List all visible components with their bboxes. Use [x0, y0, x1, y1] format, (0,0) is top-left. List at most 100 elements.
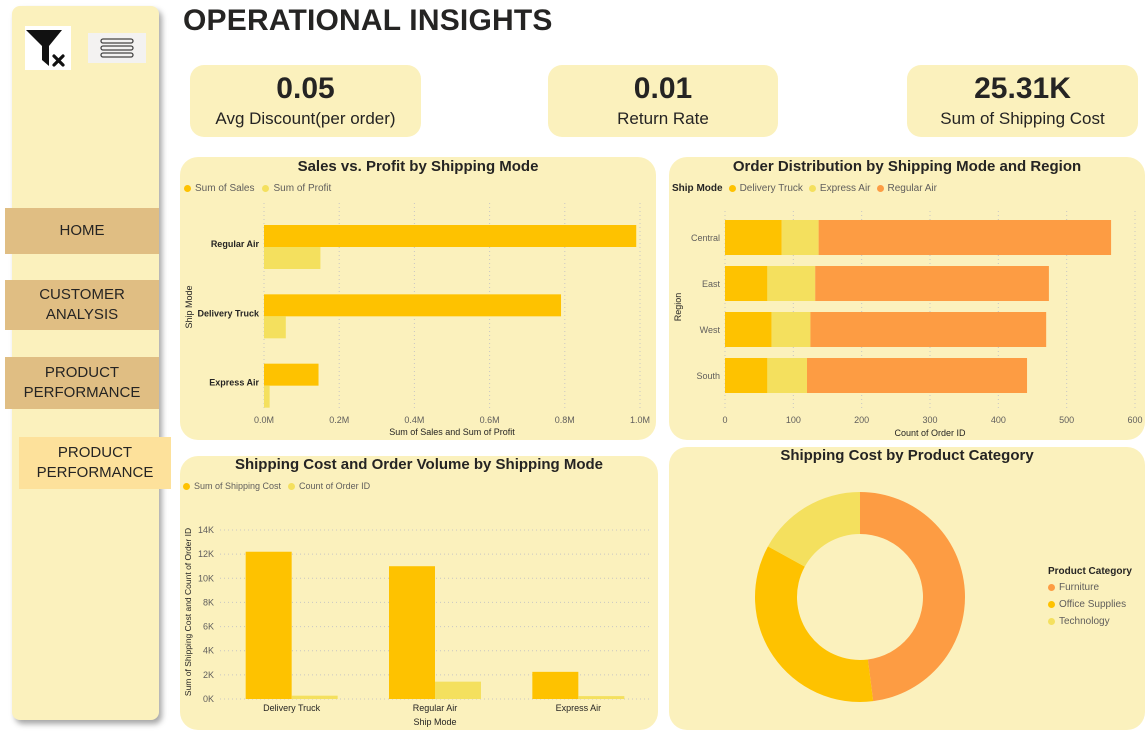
filter-clear-icon[interactable] [25, 26, 71, 70]
legend-item: Furniture [1048, 582, 1132, 593]
x-tick-label: 0 [722, 415, 727, 425]
legend-label: Furniture [1059, 582, 1100, 593]
x-tick-label: 200 [854, 415, 869, 425]
kpi-value: 0.01 [633, 72, 693, 105]
y-tick-label: West [700, 325, 721, 335]
chart-legend: Ship Mode Delivery Truck Express Air Reg… [672, 183, 937, 194]
bar-regular-air [815, 266, 1049, 301]
chart-title: Shipping Cost by Product Category [780, 447, 1034, 464]
bar-regular-air [810, 312, 1047, 347]
y-tick-label: Delivery Truck [197, 308, 260, 318]
x-axis-label: Ship Mode [413, 717, 456, 727]
x-tick-label: Delivery Truck [263, 703, 321, 713]
x-tick-label: Express Air [556, 703, 602, 713]
bar-regular-air [807, 358, 1028, 393]
donut-legend: Product Category Furniture Office Suppli… [1048, 566, 1132, 627]
y-tick-label: 10K [198, 573, 214, 583]
legend-swatch [184, 185, 191, 192]
nav-customer-analysis-button[interactable]: CUSTOMER ANALYSIS [5, 280, 159, 330]
kpi-value: 25.31K [974, 72, 1071, 105]
x-tick-label: 100 [786, 415, 801, 425]
legend-item: Office Supplies [1048, 599, 1132, 610]
donut-slice-office-supplies [755, 546, 874, 702]
legend-swatch [262, 185, 270, 192]
y-tick-label: 0K [203, 694, 214, 704]
chart-title: Shipping Cost and Order Volume by Shippi… [234, 456, 604, 473]
legend-item: Express Air [819, 183, 871, 194]
x-axis-label: Sum of Sales and Sum of Profit [389, 427, 515, 437]
y-tick-label: 12K [198, 549, 214, 559]
x-tick-label: 0.8M [555, 415, 575, 425]
legend-item: Sum of Sales [195, 183, 255, 194]
shipping-cost-category-chart-card: Shipping Cost by Product Category Produc… [669, 447, 1145, 730]
legend-item: Delivery Truck [739, 183, 803, 194]
donut-slice-furniture [860, 492, 966, 702]
bar-count-of-order-id [435, 681, 481, 699]
bar-sum-of-shipping-cost [532, 671, 579, 699]
x-tick-label: 500 [1059, 415, 1074, 425]
bar-sum-of-profit [264, 385, 270, 408]
bar-sum-of-sales [264, 294, 562, 317]
y-tick-label: East [702, 279, 721, 289]
legend-item: Sum of Profit [273, 183, 332, 194]
kpi-label: Return Rate [617, 109, 709, 128]
legend-swatch [876, 185, 884, 192]
legend-swatch [1048, 618, 1055, 625]
x-tick-label: 0.6M [480, 415, 500, 425]
kpi-shipping-cost: 25.31K Sum of Shipping Cost [907, 65, 1138, 137]
bar-sum-of-profit [264, 316, 286, 339]
kpi-label: Avg Discount(per order) [215, 109, 396, 128]
y-tick-label: Regular Air [211, 239, 260, 249]
shipping-cost-volume-chart-card: Shipping Cost and Order Volume by Shippi… [180, 456, 658, 730]
bar-regular-air [818, 220, 1112, 255]
legend-label: Office Supplies [1059, 599, 1127, 610]
legend-item: Technology [1048, 616, 1132, 627]
hamburger-menu-icon[interactable] [88, 33, 146, 63]
bar-count-of-order-id [578, 696, 625, 699]
x-tick-label: 1.0M [630, 415, 650, 425]
bar-sum-of-sales [264, 225, 637, 247]
x-axis-label: Count of Order ID [894, 428, 966, 438]
y-tick-label: 8K [203, 597, 214, 607]
legend-item: Regular Air [887, 183, 937, 194]
x-tick-label: 0.0M [254, 415, 274, 425]
legend-title: Ship Mode [672, 183, 723, 194]
nav-product-performance-active-button[interactable]: PRODUCT PERFORMANCE [19, 437, 171, 489]
bar-delivery-truck [725, 312, 772, 347]
shipping-cost-volume-chart: 0K 2K 4K 6K 8K 10K 12K 14K Delivery Truck Regular… [183, 525, 650, 727]
y-tick-label: South [696, 371, 720, 381]
chart-legend: Sum of Shipping Cost Count of Order ID [183, 481, 370, 491]
x-tick-label: Regular Air [413, 703, 458, 713]
shipping-cost-category-donut [755, 492, 966, 702]
x-tick-label: 600 [1127, 415, 1142, 425]
legend-swatch [1048, 584, 1055, 591]
x-tick-label: 300 [922, 415, 937, 425]
legend-swatch [1048, 601, 1055, 608]
y-axis-label: Sum of Shipping Cost and Count of Order … [183, 528, 193, 696]
sales-profit-chart-card: Sales vs. Profit by Shipping Mode Sum of… [180, 157, 656, 440]
y-tick-label: 2K [203, 670, 214, 680]
bar-express-air [771, 312, 811, 347]
bar-delivery-truck [725, 358, 768, 393]
legend-item: Sum of Shipping Cost [194, 481, 282, 491]
chart-title: Order Distribution by Shipping Mode and … [732, 158, 1082, 175]
nav-product-performance-button[interactable]: PRODUCT PERFORMANCE [5, 357, 159, 409]
legend-swatch [808, 185, 816, 192]
bar-sum-of-shipping-cost [389, 566, 435, 699]
chart-title: Sales vs. Profit by Shipping Mode [297, 158, 539, 175]
nav-home-button[interactable]: HOME [5, 208, 159, 254]
y-tick-label: 6K [203, 622, 214, 632]
bar-express-air [767, 266, 816, 301]
x-tick-label: 0.4M [404, 415, 424, 425]
legend-title: Product Category [1048, 566, 1132, 577]
kpi-label: Sum of Shipping Cost [940, 109, 1105, 128]
bar-delivery-truck [725, 266, 768, 301]
bar-count-of-order-id [291, 695, 338, 699]
order-distribution-chart: 0 100 200 300 400 500 600 Central East West South C… [673, 211, 1143, 438]
kpi-return-rate: 0.01 Return Rate [548, 65, 778, 137]
y-tick-label: 14K [198, 525, 214, 535]
bar-sum-of-profit [264, 247, 321, 269]
x-tick-label: 400 [991, 415, 1006, 425]
x-tick-label: 0.2M [329, 415, 349, 425]
bar-express-air [767, 358, 807, 393]
